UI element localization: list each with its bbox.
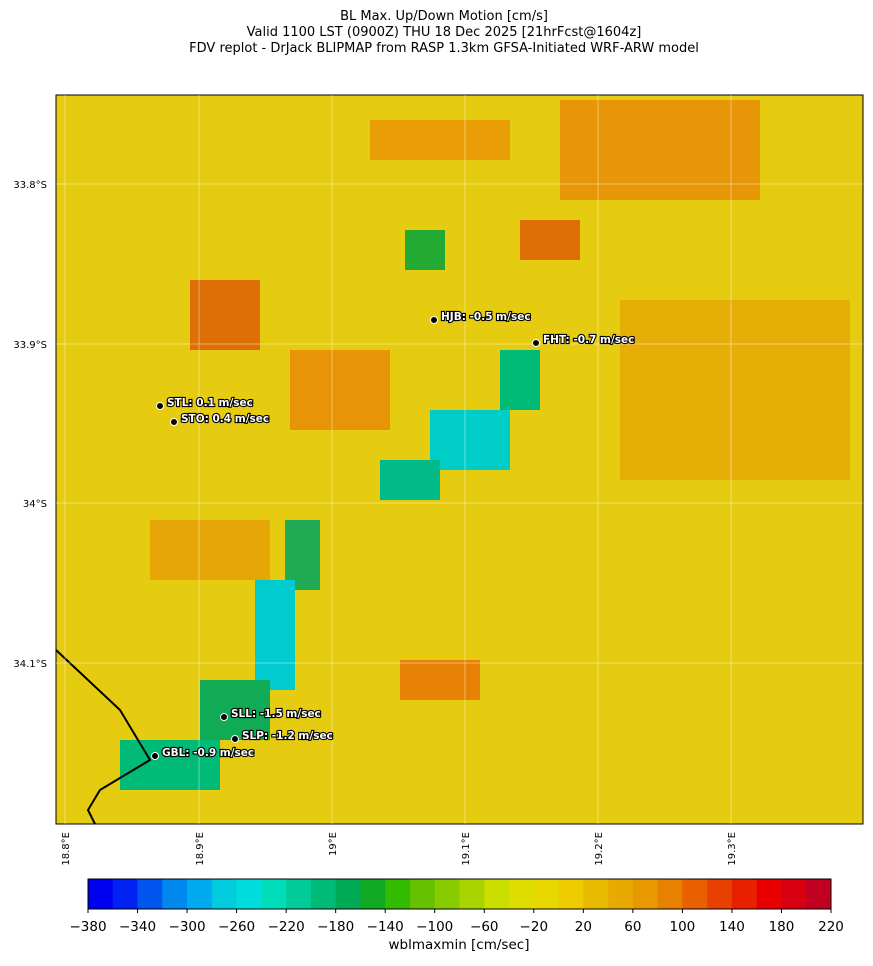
title-line: BL Max. Up/Down Motion [cm/s] (340, 9, 548, 24)
colorbar-segment (335, 879, 361, 909)
colorbar-segment (211, 879, 238, 909)
colorbar-tick-label: 180 (769, 919, 795, 935)
colorbar-segment (533, 879, 560, 909)
colorbar-segment (261, 879, 287, 909)
station-dot (430, 316, 438, 324)
colorbar-segment (806, 879, 832, 909)
station-label: FHT: -0.7 m/sec (543, 334, 634, 346)
lon-label: 19.2°E (594, 832, 605, 866)
station-label: SLL: -1.5 m/sec (231, 708, 321, 720)
station-label: GBL: -0.9 m/sec (162, 747, 254, 759)
lon-label: 19.3°E (727, 832, 738, 866)
colorbar-tick-label: −380 (69, 919, 106, 935)
station-dot (532, 339, 540, 347)
colorbar-segment (434, 879, 460, 909)
colorbar-tick-label: −100 (416, 919, 453, 935)
station-dot (156, 402, 164, 410)
colorbar-segment (385, 879, 411, 909)
colorbar-segment (731, 879, 758, 909)
colorbar-segment (509, 879, 535, 909)
colorbar-segment (459, 879, 485, 909)
lat-label: 34°S (23, 499, 47, 510)
colorbar-segment (409, 879, 436, 909)
lon-label: 18.9°E (195, 832, 206, 866)
colorbar-segment (632, 879, 659, 909)
lat-label: 33.8°S (13, 180, 47, 191)
colorbar-segment (657, 879, 683, 909)
colorbar-segment (682, 879, 708, 909)
colorbar-tick-label: −220 (268, 919, 305, 935)
title-line: Valid 1100 LST (0900Z) THU 18 Dec 2025 [… (247, 25, 642, 40)
station-label: STL: 0.1 m/sec (167, 397, 253, 409)
colorbar-tick-label: −20 (520, 919, 549, 935)
colorbar-segment (756, 879, 782, 909)
station-dot (151, 752, 159, 760)
colorbar-tick-label: 20 (575, 919, 592, 935)
lat-label: 34.1°S (13, 659, 47, 670)
colorbar-tick-label: −260 (218, 919, 255, 935)
station-label: STO: 0.4 m/sec (181, 413, 269, 425)
colorbar-segment (558, 879, 584, 909)
colorbar-segment (286, 879, 312, 909)
colorbar-tick-label: 60 (624, 919, 641, 935)
colorbar-segment (781, 879, 807, 909)
colorbar-tick-label: 220 (818, 919, 844, 935)
colorbar-tick-label: −140 (367, 919, 404, 935)
colorbar-tick-label: −60 (470, 919, 499, 935)
colorbar-segment (88, 879, 114, 909)
lat-label: 33.9°S (13, 340, 47, 351)
colorbar-segment (608, 879, 634, 909)
lon-label: 19°E (328, 832, 339, 856)
map-field (55, 94, 864, 825)
colorbar-label: wblmaxmin [cm/sec] (389, 937, 530, 953)
colorbar-tick-label: −340 (119, 919, 156, 935)
colorbar-segment (112, 879, 139, 909)
station-dot (231, 735, 239, 743)
lon-label: 18.8°E (61, 832, 72, 866)
colorbar-segment (707, 879, 733, 909)
colorbar-tick-label: −180 (317, 919, 354, 935)
colorbar-segment (360, 879, 386, 909)
colorbar-segment (137, 879, 163, 909)
colorbar-frame (87, 878, 832, 910)
station-label: SLP: -1.2 m/sec (242, 730, 333, 742)
colorbar-segment (236, 879, 262, 909)
colorbar-tick-label: 140 (719, 919, 745, 935)
station-label: HJB: -0.5 m/sec (441, 311, 531, 323)
colorbar-tick-label: 100 (670, 919, 696, 935)
colorbar-segment (187, 879, 213, 909)
colorbar-segment (162, 879, 188, 909)
colorbar-segment (310, 879, 337, 909)
station-dot (220, 713, 228, 721)
colorbar-segment (484, 879, 510, 909)
station-dot (170, 418, 178, 426)
title-line: FDV replot - DrJack BLIPMAP from RASP 1.… (189, 41, 699, 56)
lon-label: 19.1°E (461, 832, 472, 866)
colorbar-segment (583, 879, 609, 909)
colorbar-tick-label: −300 (169, 919, 206, 935)
